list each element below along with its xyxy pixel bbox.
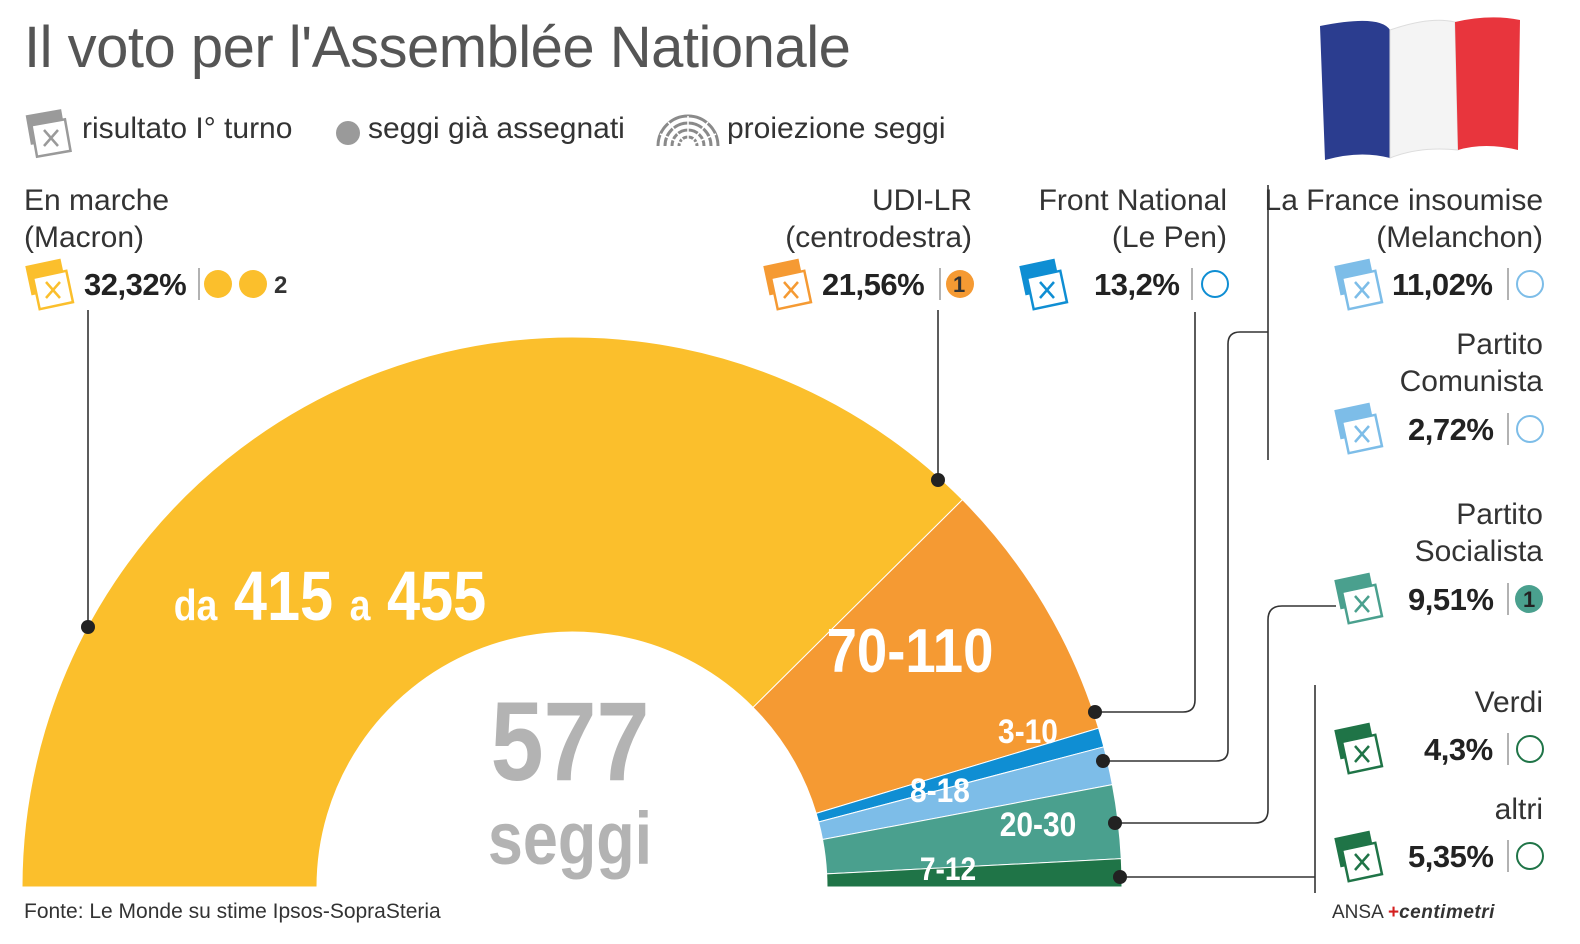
ballot-icon-socialista (1334, 572, 1384, 625)
empty-seat-circle (1201, 270, 1229, 298)
segment-value-label: 3-10 (998, 712, 1058, 750)
french-flag-icon (1320, 17, 1520, 160)
party-name-line: (Macron) (24, 221, 145, 254)
party-altri: altri (1495, 791, 1543, 828)
empty-seat-circle (1516, 842, 1544, 870)
ballot-icon-comunista (1334, 402, 1384, 455)
legend-label: seggi già assegnati (368, 112, 625, 145)
party-name-line: (Melanchon) (1376, 221, 1543, 254)
party-name-line: UDI-LR (871, 184, 972, 217)
legend-projection: proiezione seggi (727, 112, 945, 146)
party-pct: 21,56% (822, 267, 925, 302)
party-pct: 4,3% (1424, 732, 1493, 767)
credit-logo: ANSA +centimetri (1332, 902, 1495, 923)
segment-value-label: 8-18 (910, 771, 970, 809)
assigned-seat-dot (946, 270, 974, 298)
party-name-line: (centrodestra) (785, 221, 972, 254)
assigned-seats-count: 1 (953, 272, 966, 297)
party-pct: 9,51% (1408, 582, 1494, 617)
party-name-line: Front National (1038, 184, 1227, 217)
party-socialista: Partito Socialista (1415, 496, 1543, 570)
total-seats-number: 577 (491, 680, 650, 805)
ballot-icon-insoumise (1334, 258, 1384, 311)
ballot-icon-verdi (1334, 722, 1384, 775)
legend-label: risultato I° turno (82, 112, 293, 145)
party-name-line: Partito (1456, 328, 1543, 361)
assigned-seat-dot (239, 270, 267, 298)
party-name-line: La France insoumise (1264, 184, 1543, 217)
legend-first-round: risultato I° turno (82, 112, 292, 146)
assigned-seats-count: 1 (1523, 587, 1536, 612)
leader-dots (81, 473, 1127, 884)
segment-value-label: da 415 a 455 (174, 556, 487, 635)
party-pct: 11,02% (1392, 267, 1493, 302)
empty-seat-circle (1516, 415, 1544, 443)
party-name-line: En marche (24, 184, 170, 217)
party-name-line: Verdi (1474, 686, 1543, 719)
page-title: Il voto per l'Assemblée Nationale (24, 15, 851, 80)
party-front-national: Front National (Le Pen) (1039, 182, 1227, 256)
assigned-seat-dot (204, 270, 232, 298)
party-insoumise: La France insoumise (Melanchon) (1265, 182, 1543, 256)
assigned-seats-count: 2 (274, 272, 288, 299)
party-pct: 13,2% (1094, 267, 1180, 302)
leader-lines (87, 185, 1336, 893)
source-note: Fonte: Le Monde su stime Ipsos-SopraSter… (24, 900, 441, 923)
segment-en-marche (21, 336, 964, 888)
hemicycle-legend-icon (656, 114, 720, 147)
segment-value-label: 7-12 (920, 852, 976, 887)
ballot-legend-icon (25, 109, 72, 159)
segment-value-label: 20-30 (1000, 805, 1077, 843)
party-udi-lr: UDI-LR (centrodestra) (785, 182, 972, 256)
party-name-line: Socialista (1414, 535, 1543, 568)
assigned-seat-legend-icon (336, 121, 360, 145)
segment-value-label: 70-110 (827, 617, 994, 686)
segment-altri (826, 858, 1123, 888)
ballot-icon-udi-lr (763, 258, 813, 311)
party-name-line: (Le Pen) (1111, 221, 1227, 254)
ballot-icon-altri (1334, 830, 1384, 883)
party-name-line: Partito (1456, 498, 1543, 531)
party-en-marche: En marche (Macron) (24, 182, 169, 256)
empty-seat-circle (1516, 735, 1544, 763)
party-verdi: Verdi (1475, 684, 1543, 721)
party-comunista: Partito Comunista (1400, 326, 1543, 400)
credit-brand: centimetri (1399, 902, 1495, 923)
credit-prefix: ANSA (1332, 902, 1383, 923)
assigned-seat-dot (1515, 585, 1543, 613)
ballot-icon-en-marche (25, 258, 75, 311)
party-pct: 5,35% (1408, 839, 1494, 874)
party-pct: 2,72% (1408, 412, 1494, 447)
ballot-icon-front-national (1019, 258, 1069, 311)
party-name-line: Comunista (1399, 365, 1543, 398)
party-name-line: altri (1494, 793, 1543, 826)
total-seats-unit: seggi (488, 797, 652, 880)
empty-seat-circle (1516, 270, 1544, 298)
party-pct: 32,32% (84, 267, 187, 302)
legend-label: proiezione seggi (727, 112, 946, 145)
legend-assigned: seggi già assegnati (368, 112, 625, 146)
